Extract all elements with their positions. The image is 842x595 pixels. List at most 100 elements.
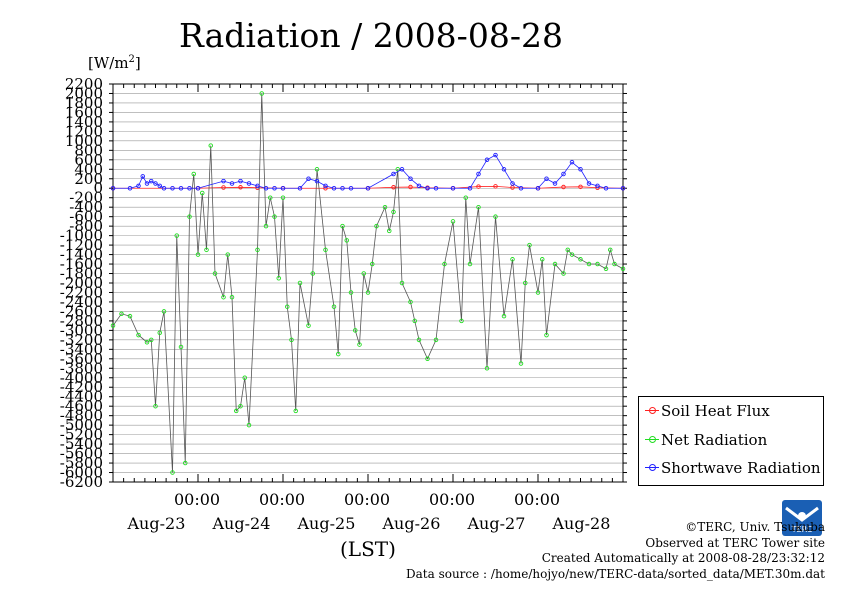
data-point xyxy=(463,195,469,200)
data-point xyxy=(255,183,260,189)
data-point xyxy=(127,185,133,191)
y-tick-label: -6200 xyxy=(60,473,103,491)
y-tick-label: 400 xyxy=(74,160,103,178)
data-point xyxy=(348,290,354,295)
chart-title: Radiation / 2008-08-28 xyxy=(179,16,563,55)
data-point xyxy=(212,271,218,276)
data-point xyxy=(310,271,316,276)
data-point xyxy=(148,337,154,343)
data-point xyxy=(484,366,490,371)
data-point xyxy=(370,261,375,267)
y-tick-label: -3400 xyxy=(60,340,103,358)
data-point xyxy=(387,228,392,234)
data-point xyxy=(586,261,592,267)
data-point xyxy=(391,209,396,215)
series-shortwave-radiation xyxy=(110,152,626,191)
data-point xyxy=(191,171,196,177)
data-point xyxy=(382,204,388,210)
data-point xyxy=(552,181,558,186)
data-point xyxy=(569,252,575,257)
x-time-tick-label: 00:00 xyxy=(344,490,391,509)
data-point xyxy=(314,178,320,184)
series-net-radiation xyxy=(110,91,626,475)
data-point xyxy=(612,261,617,267)
data-point xyxy=(161,185,167,191)
data-point xyxy=(450,185,456,191)
y-tick-label: -5000 xyxy=(60,416,103,434)
data-point xyxy=(540,257,545,262)
data-point xyxy=(280,185,286,191)
legend-label: Net Radiation xyxy=(661,431,768,449)
y-tick-label: -1800 xyxy=(60,265,103,283)
data-point xyxy=(569,159,575,165)
data-point xyxy=(340,223,345,229)
data-point xyxy=(365,185,371,191)
data-point xyxy=(246,422,252,428)
y-tick-label: 0 xyxy=(93,179,103,197)
x-date-label: Aug-25 xyxy=(297,514,356,533)
y-tick-label: -5400 xyxy=(60,435,103,453)
y-tick-label: -2200 xyxy=(60,283,103,301)
data-point xyxy=(297,185,303,191)
data-point xyxy=(365,290,371,295)
data-point xyxy=(493,214,498,219)
data-point xyxy=(272,185,277,191)
data-point xyxy=(306,323,311,328)
data-point xyxy=(357,342,362,347)
data-point xyxy=(586,181,592,186)
data-point xyxy=(285,304,290,309)
y-tick-label: -4000 xyxy=(60,369,103,387)
data-point xyxy=(199,190,205,196)
data-point xyxy=(344,238,350,243)
data-point xyxy=(263,223,269,229)
data-point xyxy=(391,171,396,177)
data-point xyxy=(153,403,158,409)
y-axis-ticks: 2200200018001600140012001000800600400200… xyxy=(60,75,627,491)
data-point xyxy=(476,204,481,210)
data-point xyxy=(280,195,286,200)
data-point xyxy=(501,313,507,319)
y-tick-label: 1800 xyxy=(65,94,103,112)
data-point xyxy=(225,252,230,257)
data-point xyxy=(272,214,277,219)
y-tick-label: -3800 xyxy=(60,359,103,377)
data-point xyxy=(416,337,422,343)
series-layer xyxy=(110,91,626,475)
y-tick-label: -1000 xyxy=(60,227,103,245)
data-point xyxy=(510,181,515,186)
data-point xyxy=(433,185,439,191)
x-time-tick-label: 00:00 xyxy=(514,490,561,509)
data-point xyxy=(195,185,201,191)
data-point xyxy=(336,351,341,357)
credit-observed: Observed at TERC Tower site xyxy=(645,535,825,550)
legend-marker-icon xyxy=(649,436,656,443)
y-tick-label: -5200 xyxy=(60,426,103,444)
credit-datasource: Data source : /home/hojyo/new/TERC-data/… xyxy=(406,566,825,581)
data-point xyxy=(221,185,226,190)
y-tick-label: -400 xyxy=(69,198,103,216)
data-point xyxy=(289,337,294,343)
data-point xyxy=(391,185,396,190)
legend-label: Shortwave Radiation xyxy=(661,459,821,477)
x-date-label: Aug-27 xyxy=(467,514,526,533)
data-point xyxy=(238,178,243,184)
data-point xyxy=(293,408,299,414)
data-point xyxy=(153,181,158,186)
data-point xyxy=(268,195,273,200)
data-point xyxy=(595,183,600,189)
credits-block: ©TERC, Univ. Tsukuba Observed at TERC To… xyxy=(406,520,825,582)
x-axis-label: (LST) xyxy=(340,537,396,561)
data-point xyxy=(140,174,145,179)
legend-marker-icon xyxy=(649,464,656,471)
data-point xyxy=(276,276,282,281)
data-point xyxy=(608,247,613,253)
data-point xyxy=(578,257,583,262)
data-point xyxy=(297,280,303,286)
x-time-tick-label: 00:00 xyxy=(259,490,306,509)
x-date-label: Aug-28 xyxy=(552,514,611,533)
y-tick-label: -2400 xyxy=(60,293,103,311)
data-point xyxy=(204,247,209,253)
y-tick-label: -3200 xyxy=(60,331,103,349)
data-point xyxy=(306,176,311,182)
